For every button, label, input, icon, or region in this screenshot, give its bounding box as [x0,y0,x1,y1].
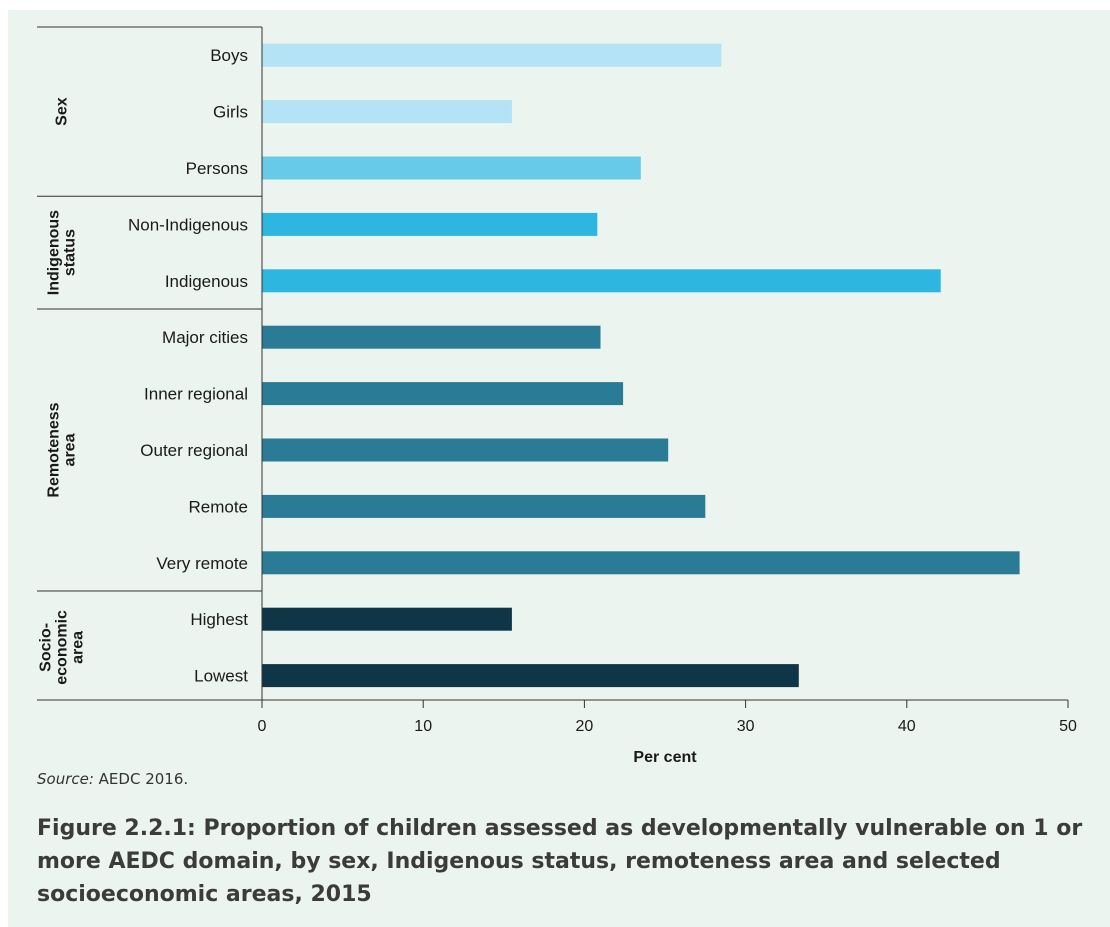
group-label-line: status [62,229,79,276]
category-label: Very remote [156,554,248,573]
category-label: Major cities [162,328,248,347]
source-text: AEDC 2016. [93,770,189,788]
bar-lowest [262,664,799,688]
group-label-line: Sex [54,97,71,126]
group-label-line: area [70,631,87,664]
bar-boys [262,43,722,67]
source-note: Source: AEDC 2016. [37,770,188,788]
x-tick-label: 50 [1059,718,1077,735]
category-label: Remote [188,497,248,516]
bar-girls [262,100,512,124]
bar-persons [262,156,641,180]
category-label: Outer regional [140,441,248,460]
x-tick-label: 10 [414,718,432,735]
category-label: Girls [213,103,248,122]
x-tick-label: 30 [737,718,755,735]
x-tick-label: 20 [576,718,594,735]
category-label: Non-Indigenous [128,215,248,234]
bar-highest [262,607,512,631]
bar-outer-regional [262,438,669,462]
group-label: Indigenousstatus [46,210,79,295]
bar-non-indigenous [262,212,598,236]
group-label-line: Socio- [38,623,55,672]
category-label: Indigenous [165,272,248,291]
bar-indigenous [262,269,941,293]
bar-major-cities [262,325,601,349]
group-label-line: area [62,433,79,466]
category-label: Boys [210,46,248,65]
category-label: Highest [190,610,248,629]
category-label: Persons [186,159,248,178]
group-label: Remotenessarea [46,402,79,497]
figure-caption: Figure 2.2.1: Proportion of children ass… [37,816,1083,907]
category-label: Lowest [194,667,248,686]
bar-remote [262,494,706,518]
group-label-line: economic [54,610,71,685]
x-tick-label: 0 [258,718,267,735]
x-axis-label: Per cent [633,749,697,766]
x-tick-label: 40 [898,718,916,735]
category-label: Inner regional [144,385,248,404]
group-label: Sex [54,97,71,126]
group-label-line: Remoteness [46,402,63,497]
source-label: Source: [37,770,94,788]
group-label: Socio-economicarea [38,610,87,685]
bar-inner-regional [262,382,624,406]
bar-chart: Boys Girls Persons Sex Non-Indigenous Indigen… [37,26,1077,766]
bar-very-remote [262,551,1020,575]
group-label-line: Indigenous [46,210,63,295]
